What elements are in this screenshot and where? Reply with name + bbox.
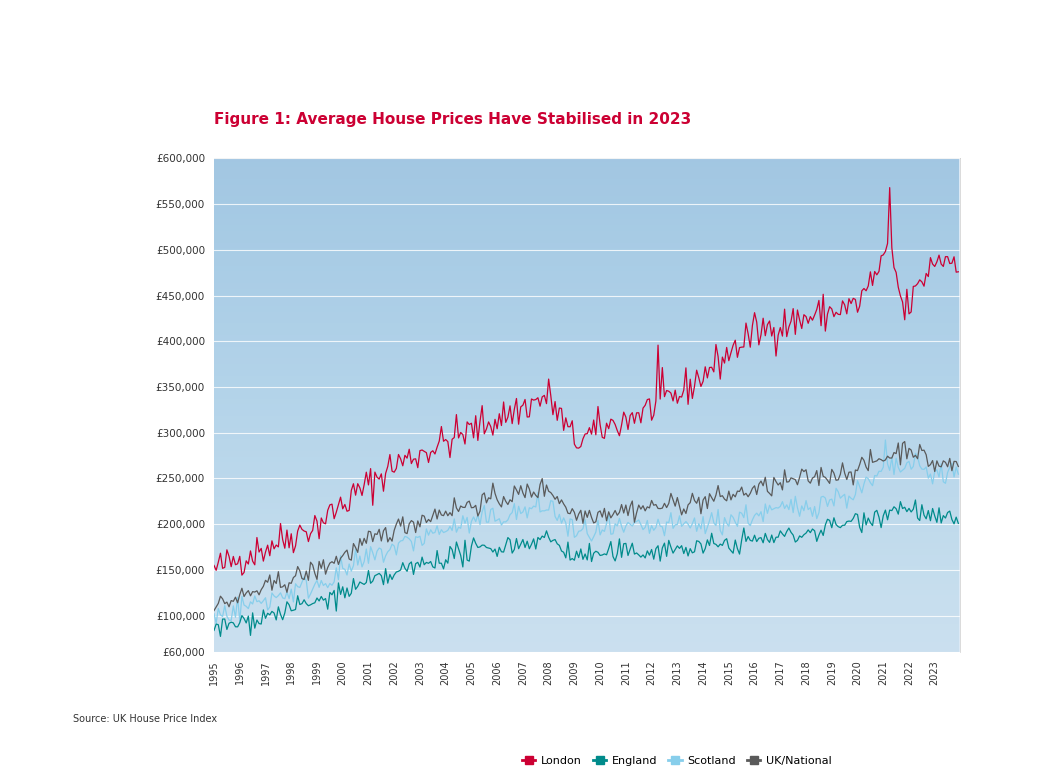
Legend: London, England, Scotland, UK/National: London, England, Scotland, UK/National	[518, 751, 836, 770]
Text: Source: UK House Price Index: Source: UK House Price Index	[73, 714, 217, 724]
Text: Figure 1: Average House Prices Have Stabilised in 2023: Figure 1: Average House Prices Have Stab…	[214, 113, 691, 127]
